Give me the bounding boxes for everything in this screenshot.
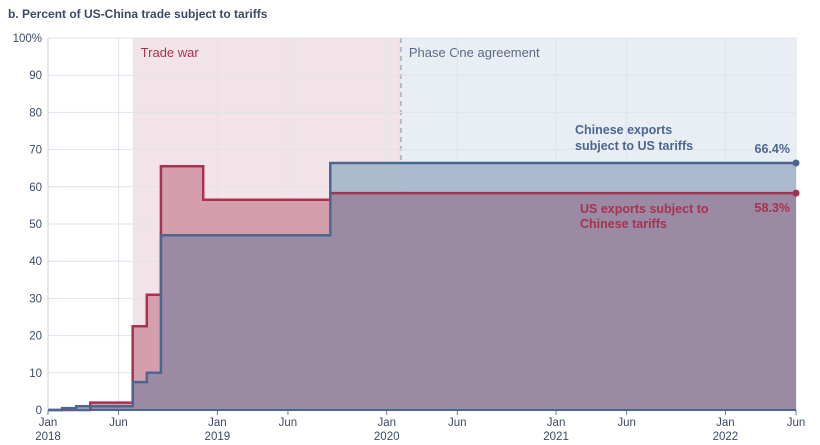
- series-label-line: US exports subject to: [580, 202, 709, 216]
- y-tick-label: 40: [29, 256, 42, 268]
- line-us-exports: [48, 165, 796, 412]
- x-tick-month: Jan: [547, 417, 566, 429]
- y-tick-label: 0: [36, 405, 42, 417]
- y-tick-label: 90: [29, 70, 42, 82]
- x-tick-month: Jun: [109, 417, 128, 429]
- x-tick-month: Jun: [448, 417, 467, 429]
- series-label-chinese-exports: Chinese exports subject to US tariffs: [575, 123, 693, 153]
- series-label-line: Chinese tariffs: [580, 217, 667, 231]
- area-overlap: [48, 166, 796, 410]
- region-label-1: Phase One agreement: [409, 45, 540, 60]
- y-tick-label: 20: [29, 331, 42, 343]
- series-label-us-exports: US exports subject to Chinese tariffs: [580, 202, 709, 231]
- series-label-line: Chinese exports: [575, 123, 672, 137]
- region-label-0: Trade war: [141, 45, 200, 60]
- line-chinese-exports: [48, 161, 796, 412]
- x-tick-year: 2018: [35, 431, 61, 443]
- y-tick-label: 80: [29, 107, 42, 119]
- x-tick-month: Jun: [787, 417, 806, 429]
- x-tick-year: 2019: [205, 431, 231, 443]
- endpoint-chinese-exports: [792, 159, 800, 167]
- x-tick-year: 2022: [713, 431, 739, 443]
- value-label-chinese-exports: 66.4%: [755, 142, 790, 156]
- x-tick-month: Jan: [716, 417, 735, 429]
- y-tick-label: 60: [29, 182, 42, 194]
- y-tick-label: 30: [29, 293, 42, 305]
- x-tick-month: Jan: [377, 417, 396, 429]
- x-tick-month: Jun: [279, 417, 298, 429]
- x-tick-month: Jun: [617, 417, 636, 429]
- y-tick-label: 10: [29, 368, 42, 380]
- x-tick-month: Jan: [39, 417, 58, 429]
- x-tick-month: Jan: [208, 417, 227, 429]
- value-label-us-exports: 58.3%: [755, 201, 790, 215]
- endpoint-us-exports: [792, 189, 800, 197]
- x-tick-year: 2021: [543, 431, 569, 443]
- chart-title: b. Percent of US-China trade subject to …: [8, 7, 268, 21]
- y-tick-label: 50: [29, 219, 42, 231]
- series-label-line: subject to US tariffs: [575, 139, 693, 153]
- x-tick-year: 2020: [374, 431, 400, 443]
- y-tick-label: 100%: [13, 33, 42, 45]
- y-tick-label: 70: [29, 145, 42, 157]
